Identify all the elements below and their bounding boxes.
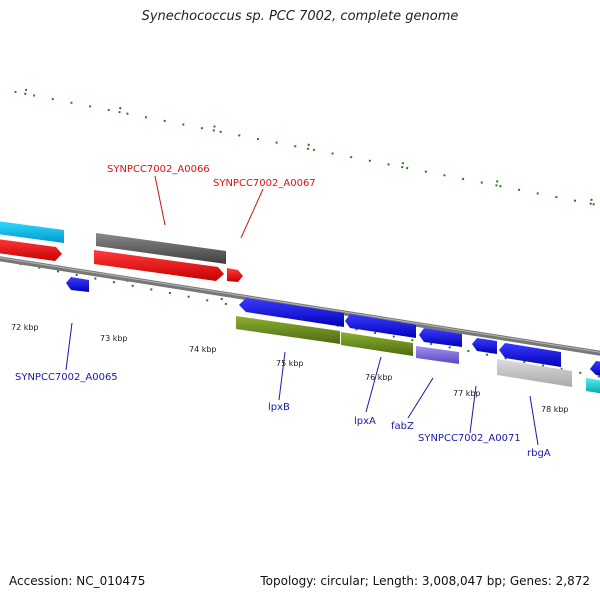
ruler-label-73: 73 kbp (100, 334, 128, 343)
label-synpcc7002-a0067: SYNPCC7002_A0067 (213, 178, 316, 189)
ruler-label-77: 77 kbp (453, 389, 481, 398)
gene-red-long[interactable] (94, 250, 224, 281)
gene-blue-large[interactable] (239, 298, 344, 327)
gene-teal-edge[interactable] (586, 378, 600, 394)
gene-synpcc7002-a0071[interactable] (472, 338, 497, 354)
genome-summary-text: Topology: circular; Length: 3,008,047 bp… (260, 574, 590, 588)
gene-cyan-left[interactable] (0, 220, 64, 243)
ruler-label-74: 74 kbp (189, 345, 217, 354)
label-synpcc7002-a0066: SYNPCC7002_A0066 (107, 164, 210, 175)
gene-blue-small[interactable] (419, 328, 462, 347)
ruler-label-78: 78 kbp (541, 405, 569, 414)
gene-blue-mid[interactable] (345, 314, 416, 338)
callout-lines (65, 175, 539, 446)
gene-lpxb[interactable] (236, 316, 340, 344)
gene-synpcc7002-a0067[interactable] (227, 268, 243, 282)
gene-rbga[interactable] (499, 343, 561, 367)
map-title: Synechococcus sp. PCC 7002, complete gen… (141, 9, 459, 24)
label-lpxb: lpxB (268, 402, 290, 413)
gene-lpxa[interactable] (341, 332, 413, 356)
gene-synpcc7002-a0066[interactable] (96, 233, 226, 264)
ruler-label-72: 72 kbp (11, 323, 39, 332)
accession-text: Accession: NC_010475 (9, 574, 146, 588)
label-synpcc7002-a0071: SYNPCC7002_A0071 (418, 433, 521, 444)
gene-fabz[interactable] (416, 346, 459, 364)
gene-red-left[interactable] (0, 238, 62, 261)
genome-backbone (0, 256, 600, 356)
gene-synpcc7002-a0065[interactable] (66, 277, 89, 292)
label-rbga: rbgA (527, 448, 551, 459)
label-fabz: fabZ (391, 421, 414, 432)
label-lpxa: lpxA (354, 416, 376, 427)
label-synpcc7002-a0065: SYNPCC7002_A0065 (15, 372, 118, 383)
forward-genes (0, 220, 243, 282)
gene-lightgray[interactable] (497, 359, 572, 387)
ruler-label-75: 75 kbp (276, 359, 304, 368)
gene-blue-edge[interactable] (590, 361, 600, 376)
ruler-label-76: 76 kbp (365, 373, 393, 382)
reverse-genes (66, 277, 600, 394)
upper-ruler-ticks (14, 86, 600, 219)
